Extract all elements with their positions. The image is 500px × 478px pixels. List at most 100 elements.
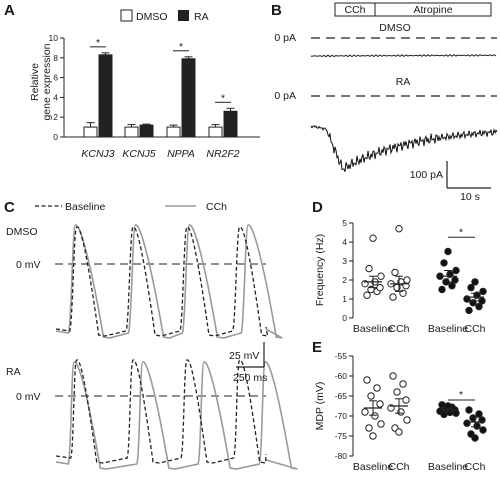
data-point [463, 419, 471, 427]
x-tick-label: CCh [464, 461, 485, 473]
scale-label-current: 100 pA [410, 169, 443, 181]
data-point [361, 408, 369, 416]
data-point [448, 282, 456, 290]
x-tick-label: Baseline [428, 323, 468, 335]
data-point [376, 400, 384, 408]
panel-letter-b: B [271, 2, 282, 19]
y-tick-label: -80 [335, 451, 348, 461]
x-tick-label: CCh [388, 461, 409, 473]
legend-label-dmso: DMSO [136, 11, 168, 23]
data-point [389, 293, 397, 301]
x-tick-label: Baseline [428, 461, 468, 473]
data-point [471, 278, 479, 286]
significance-star: * [459, 226, 463, 238]
y-tick-label: 4 [342, 237, 347, 247]
y-tick-label: 0 [342, 313, 347, 323]
bar-ra [139, 124, 154, 138]
zero-mv-label-dmso: 0 mV [16, 259, 41, 271]
panel-letter-d: D [312, 199, 323, 216]
data-point [373, 384, 381, 392]
y-tick-label: 1 [342, 294, 347, 304]
data-point [452, 266, 460, 275]
panel-c-action-potentials: Baseline CCh DMSO 0 mV RA 0 mV 25 mV 250… [6, 201, 298, 470]
condition-label-dmso: DMSO [6, 226, 38, 238]
legend-label-cch: CCh [206, 201, 227, 213]
y-tick-label: 2 [342, 275, 347, 285]
x-tick-label: Baseline [353, 323, 393, 335]
y-tick-label: -75 [335, 431, 348, 441]
legend-label-baseline: Baseline [65, 201, 105, 213]
current-trace-ra [310, 125, 498, 172]
scale-label-time: 10 s [460, 191, 480, 203]
protocol-box-atropine [374, 2, 492, 17]
bar-ra [98, 54, 113, 138]
protocol-label-atropine: Atropine [413, 4, 452, 16]
y-tick-label: 2 [53, 112, 58, 122]
y-tick-label: -60 [335, 371, 348, 381]
x-tick-label: CCh [388, 323, 409, 335]
data-point [389, 372, 397, 380]
ap-trace-dmso-baseline [55, 226, 269, 337]
data-point [391, 268, 399, 277]
scale-label-250ms: 250 ms [233, 372, 267, 384]
panel-letter-a: A [4, 2, 15, 19]
x-tick-label: KCNJ3 [81, 148, 114, 160]
data-point [440, 259, 448, 267]
data-point [363, 376, 371, 384]
bar-ra [181, 58, 196, 138]
y-tick-label: 0 [53, 132, 58, 142]
data-point [365, 264, 373, 273]
data-point [438, 285, 446, 294]
x-tick-label: CCh [464, 323, 485, 335]
data-point [475, 410, 483, 418]
y-tick-label: 3 [342, 256, 347, 266]
data-point [395, 428, 403, 436]
x-tick-label: NR2F2 [206, 148, 239, 160]
zero-label-ra: 0 pA [274, 90, 296, 102]
data-point [377, 420, 385, 428]
data-point [475, 302, 483, 311]
x-tick-label: NPPA [167, 148, 195, 160]
trace-label-dmso: DMSO [379, 22, 411, 34]
data-point [465, 406, 473, 414]
legend-swatch-dmso [120, 9, 133, 22]
data-point [403, 276, 411, 284]
ap-trace-ra-baseline [55, 359, 267, 464]
scale-label-voltage: 25 mV [229, 350, 259, 362]
legend-label-ra: RA [194, 11, 209, 23]
data-point [399, 380, 407, 388]
data-point [377, 272, 385, 280]
data-point [471, 434, 479, 442]
data-point [465, 306, 473, 315]
data-point [440, 410, 448, 419]
significance-star: * [459, 389, 463, 401]
trace-label-ra: RA [396, 76, 411, 88]
data-point [451, 276, 459, 284]
bar-dmso [208, 126, 223, 138]
x-tick-label: Baseline [353, 461, 393, 473]
y-axis-label-frequency: Frequency (Hz) [314, 234, 326, 306]
current-trace-dmso [310, 53, 497, 58]
significance-star: * [179, 41, 183, 53]
y-tick-label: -70 [335, 411, 348, 421]
data-point [402, 396, 410, 404]
bar-ra [223, 110, 238, 138]
bar-dmso [124, 126, 139, 138]
data-point [478, 297, 486, 305]
y-tick-label: 10 [49, 33, 59, 43]
ap-trace-ra-cch [55, 361, 298, 470]
y-tick-label: 4 [53, 92, 58, 102]
data-point [367, 392, 375, 400]
panel-b-current-traces: CCh Atropine DMSO 0 pA RA 0 pA 100 pA 10… [274, 2, 498, 203]
y-axis-label-line2: gene expression [41, 43, 53, 120]
data-point [479, 287, 487, 296]
significance-star: * [96, 37, 100, 49]
data-point [444, 247, 452, 256]
y-tick-label: -65 [335, 391, 348, 401]
bar-dmso [83, 126, 98, 138]
x-tick-label: KCNJ5 [122, 148, 155, 160]
bar-dmso [166, 126, 181, 138]
